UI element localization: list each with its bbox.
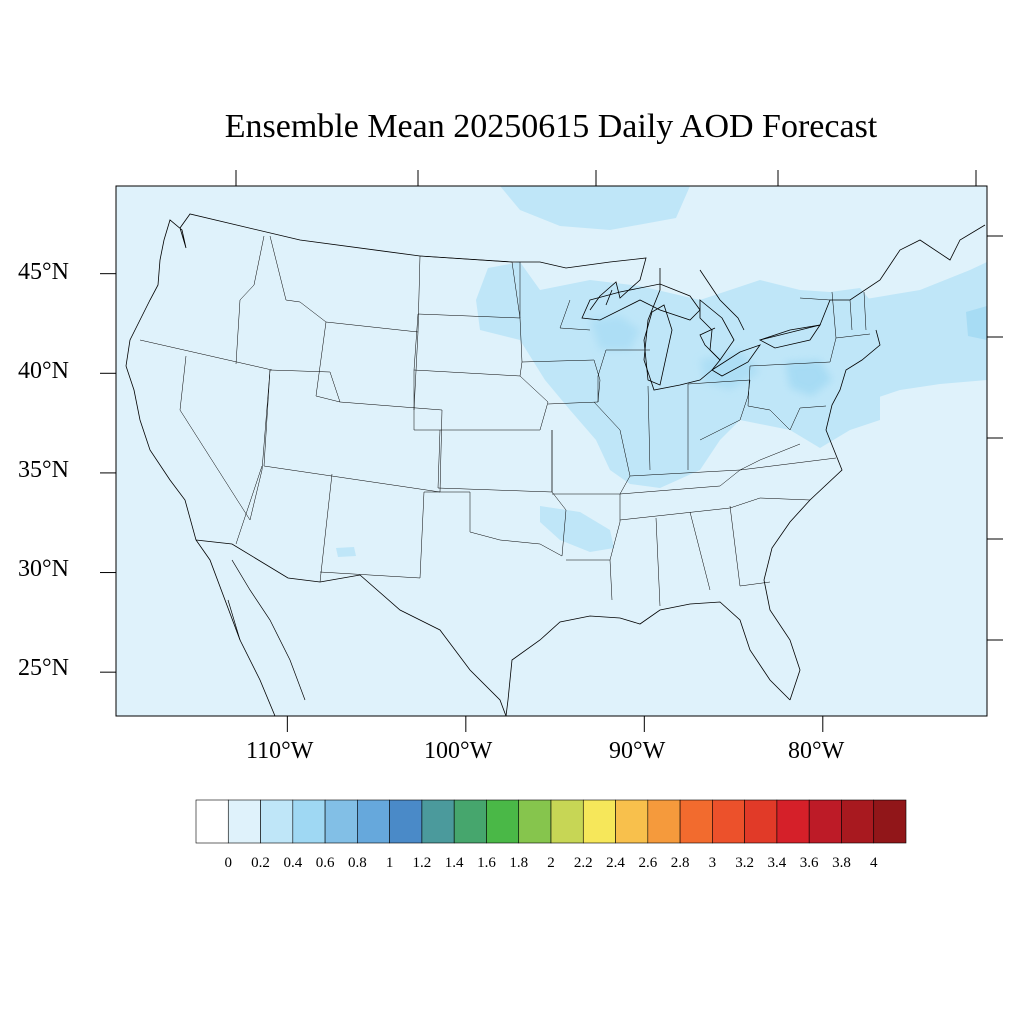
boundary-line <box>235 465 425 583</box>
lat-label-45: 45°N <box>18 259 69 285</box>
aod-plume-texas <box>336 547 356 557</box>
boundary-line <box>424 491 567 557</box>
national-boundary <box>125 213 986 391</box>
boundary-line <box>179 355 271 521</box>
colorbar-swatch-8 <box>453 799 487 844</box>
colorbar-label: 3.4 <box>767 855 787 871</box>
gulf-coast <box>505 601 791 716</box>
boundary-line <box>619 497 811 521</box>
colorbar-label: 1.2 <box>412 855 432 871</box>
colorbar-label: 0.6 <box>315 855 335 871</box>
colorbar-label: 1.6 <box>477 855 496 871</box>
great-lakes <box>581 283 821 386</box>
aod-contours <box>336 186 987 557</box>
colorbar-swatch-3 <box>292 799 326 844</box>
lat-label-40: 40°N <box>18 358 69 384</box>
boundary-line <box>687 379 751 441</box>
colorbar-swatch-18 <box>776 799 810 844</box>
colorbar-swatch-19 <box>808 799 842 844</box>
colorbar-label: 2.6 <box>638 855 658 871</box>
colorbar-swatch-21 <box>873 799 907 844</box>
aod-plume-higher-ohio <box>700 350 760 390</box>
colorbar-swatch-17 <box>744 799 778 844</box>
boundary-line <box>552 493 621 561</box>
colorbar-label: 3.6 <box>799 855 819 871</box>
colorbar-label: 2.2 <box>573 855 593 871</box>
baja-coast <box>227 559 306 701</box>
west-coast <box>125 365 276 716</box>
colorbar-swatch-9 <box>486 799 520 844</box>
lon-label-110w: 110°W <box>246 738 314 764</box>
lat-label-25: 25°N <box>18 655 69 681</box>
boundary-line <box>609 505 771 607</box>
colorbar-swatch-4 <box>324 799 358 844</box>
colorbar-swatch-20 <box>841 799 875 844</box>
boundary-line <box>551 401 631 495</box>
lat-label-30: 30°N <box>18 556 69 582</box>
colorbar-label: 3 <box>708 855 717 871</box>
boundary-line <box>139 235 273 371</box>
colorbar-label: 3.8 <box>832 855 851 871</box>
boundary-line <box>519 262 591 331</box>
aod-plume-higher-atlantic <box>966 306 987 340</box>
colorbar-label: 2 <box>547 855 555 871</box>
colorbar-swatch-12 <box>582 799 616 844</box>
colorbar-swatch-7 <box>421 799 455 844</box>
aod-plume-arklatex <box>540 506 614 552</box>
map-border <box>115 185 988 717</box>
colorbar-label: 0.8 <box>347 855 367 871</box>
geography <box>125 213 986 716</box>
map-title: Ensemble Mean 20250615 Daily AOD Forecas… <box>224 108 878 145</box>
colorbar-swatch-0 <box>195 799 229 844</box>
colorbar-swatch-13 <box>615 799 649 844</box>
colorbar <box>195 799 907 844</box>
colorbar-label: 0.4 <box>283 855 303 871</box>
aod-plume-midwest <box>476 262 880 488</box>
map-background <box>116 186 987 716</box>
colorbar-label: 3.2 <box>735 855 754 871</box>
boundary-line <box>749 291 837 367</box>
boundary-line <box>417 255 521 319</box>
aod-plume-higher-chicago <box>590 316 640 350</box>
boundary-line <box>747 365 827 431</box>
boundary-line <box>413 370 549 431</box>
aod-plume-canada <box>500 186 690 230</box>
lon-label-80w: 80°W <box>788 738 845 764</box>
colorbar-label: 2.8 <box>670 855 690 871</box>
colorbar-label: 1.4 <box>444 855 464 871</box>
boundary-line <box>597 349 689 471</box>
colorbar-swatch-11 <box>550 799 584 844</box>
aod-plume-atlantic <box>860 262 987 400</box>
colorbar-label: 2.4 <box>606 855 625 871</box>
boundary-line <box>629 457 837 477</box>
boundary-line <box>835 291 871 339</box>
colorbar-swatch-5 <box>357 799 390 844</box>
aod-plume-higher-pennsylvania <box>785 360 832 396</box>
colorbar-swatch-1 <box>227 799 261 844</box>
lon-label-90w: 90°W <box>609 738 666 764</box>
plot-frame <box>100 170 1003 732</box>
mexico-border <box>195 539 507 716</box>
colorbar-swatch-6 <box>389 799 423 844</box>
colorbar-swatch-14 <box>647 799 681 844</box>
colorbar-label: 0.2 <box>251 855 270 871</box>
colorbar-label: 1.8 <box>509 855 529 871</box>
colorbar-swatch-15 <box>679 799 713 844</box>
colorbar-label: 0 <box>224 855 233 871</box>
boundary-line <box>263 369 443 493</box>
boundary-line <box>521 359 601 405</box>
colorbar-label: 1 <box>385 855 394 871</box>
state-boundaries <box>139 235 871 607</box>
boundary-line <box>269 235 421 333</box>
colorbar-label: 4 <box>869 855 878 871</box>
colorbar-swatch-16 <box>712 799 745 844</box>
east-coast <box>763 329 881 701</box>
colorbar-swatch-10 <box>518 799 552 844</box>
boundary-line <box>315 321 419 411</box>
lon-label-100w: 100°W <box>424 738 493 764</box>
lat-label-35: 35°N <box>18 457 69 483</box>
colorbar-swatch-2 <box>260 799 294 844</box>
